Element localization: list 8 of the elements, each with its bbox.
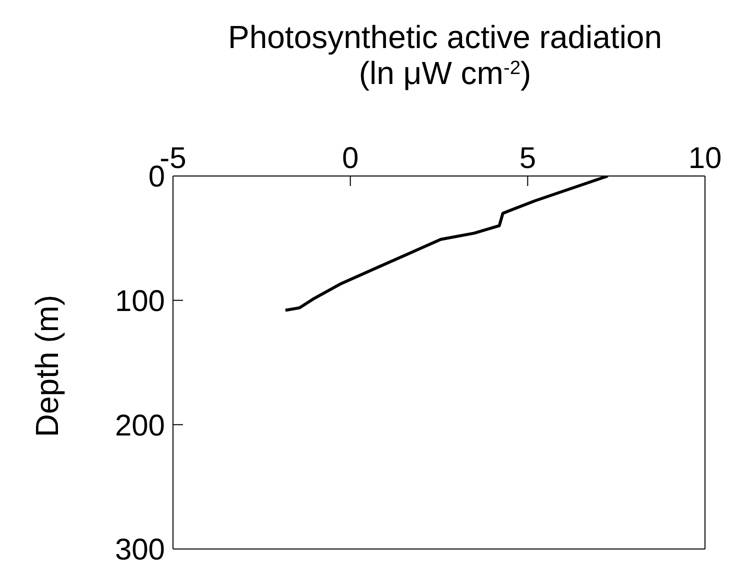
x-axis-title: Photosynthetic active radiation (ln μW cm$^{-2}$) <box>228 19 662 91</box>
y-axis-title: Depth (m) <box>29 294 65 438</box>
y-tick-label: 300 <box>114 534 165 567</box>
y-tick-label: 100 <box>114 284 165 318</box>
x-tick-label: 5 <box>519 142 536 175</box>
x-tick-label: 0 <box>342 142 359 175</box>
y-tick-label: 200 <box>114 409 165 442</box>
x-tick-label: 10 <box>688 142 722 175</box>
